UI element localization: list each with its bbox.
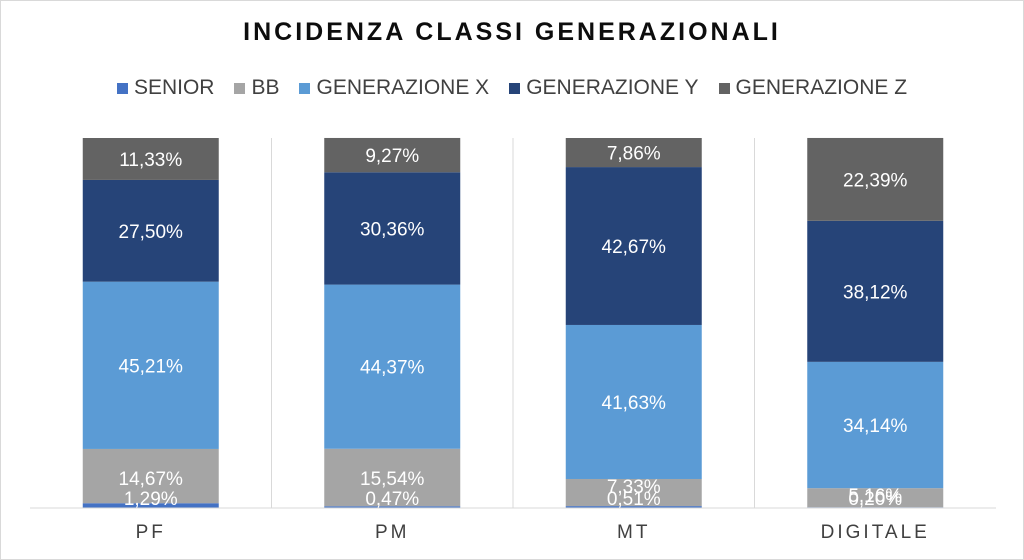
bar-generazione-y-mt	[565, 167, 702, 325]
data-label: 0,20%	[848, 489, 902, 510]
bar-generazione-y-pm	[324, 172, 461, 285]
data-label: 7,33%	[607, 477, 661, 498]
bar-generazione-x-mt	[565, 324, 702, 479]
data-label: 7,86%	[607, 144, 661, 165]
data-label: 9,27%	[365, 146, 419, 167]
legend-item-generazione-x: GENERAZIONE X	[299, 76, 489, 100]
chart-title: INCIDENZA CLASSI GENERAZIONALI	[243, 18, 781, 46]
legend-item-senior: SENIOR	[116, 76, 215, 100]
legend-item-bb: BB	[234, 76, 279, 100]
data-label: 45,21%	[119, 356, 184, 377]
legend-label-generazione-x: GENERAZIONE X	[316, 76, 490, 99]
bar-bb-pf	[82, 448, 219, 504]
legend-swatch-senior	[116, 82, 128, 94]
data-label: 15,54%	[360, 469, 425, 490]
bar-generazione-y-pf	[82, 179, 219, 282]
data-label: 44,37%	[360, 358, 425, 379]
legend-item-generazione-y: GENERAZIONE Y	[509, 76, 699, 100]
category-label: MT	[617, 522, 650, 543]
chart-legend: SENIOR BB GENERAZIONE X GENERAZIONE Y GE…	[0, 76, 1024, 100]
legend-swatch-generazione-x	[299, 82, 311, 94]
bar-bb-mt	[565, 478, 702, 507]
data-label: 11,33%	[119, 150, 182, 171]
data-label: 5,16%	[848, 486, 902, 507]
data-label: 0,51%	[607, 489, 661, 510]
data-label: 41,63%	[602, 393, 667, 414]
bar-generazione-z-pm	[324, 137, 461, 173]
data-label: 38,12%	[843, 282, 908, 303]
data-label: 30,36%	[360, 219, 425, 240]
legend-swatch-generazione-z	[718, 82, 730, 94]
category-label: PM	[375, 522, 410, 543]
legend-swatch-bb	[234, 82, 246, 94]
data-label: 34,14%	[843, 416, 908, 437]
category-label: PF	[136, 522, 166, 543]
bar-senior-mt	[565, 506, 702, 508]
bar-generazione-x-digitale	[807, 361, 944, 489]
data-label: 1,29%	[124, 489, 178, 510]
bar-generazione-z-pf	[82, 138, 219, 180]
legend-swatch-generazione-y	[509, 82, 521, 94]
bar-senior-pm	[324, 506, 461, 508]
data-label: 0,47%	[365, 489, 419, 510]
bar-generazione-x-pm	[324, 284, 461, 449]
bar-generazione-z-mt	[565, 138, 702, 168]
bar-generazione-y-digitale	[807, 220, 944, 362]
bar-bb-pm	[324, 448, 461, 507]
bar-senior-pf	[82, 503, 219, 508]
data-label: 42,67%	[602, 237, 667, 258]
data-label: 22,39%	[843, 170, 908, 191]
legend-label-senior: SENIOR	[133, 76, 215, 99]
category-label: DIGITALE	[821, 522, 930, 543]
bar-generazione-z-digitale	[807, 137, 944, 221]
data-label: 27,50%	[119, 222, 184, 243]
data-label: 14,67%	[119, 469, 184, 490]
bar-generazione-x-pf	[82, 281, 219, 449]
legend-label-bb: BB	[251, 76, 280, 99]
bar-bb-digitale	[807, 488, 944, 508]
legend-item-generazione-z: GENERAZIONE Z	[718, 76, 908, 100]
legend-label-generazione-y: GENERAZIONE Y	[526, 76, 699, 99]
legend-label-generazione-z: GENERAZIONE Z	[735, 76, 908, 99]
